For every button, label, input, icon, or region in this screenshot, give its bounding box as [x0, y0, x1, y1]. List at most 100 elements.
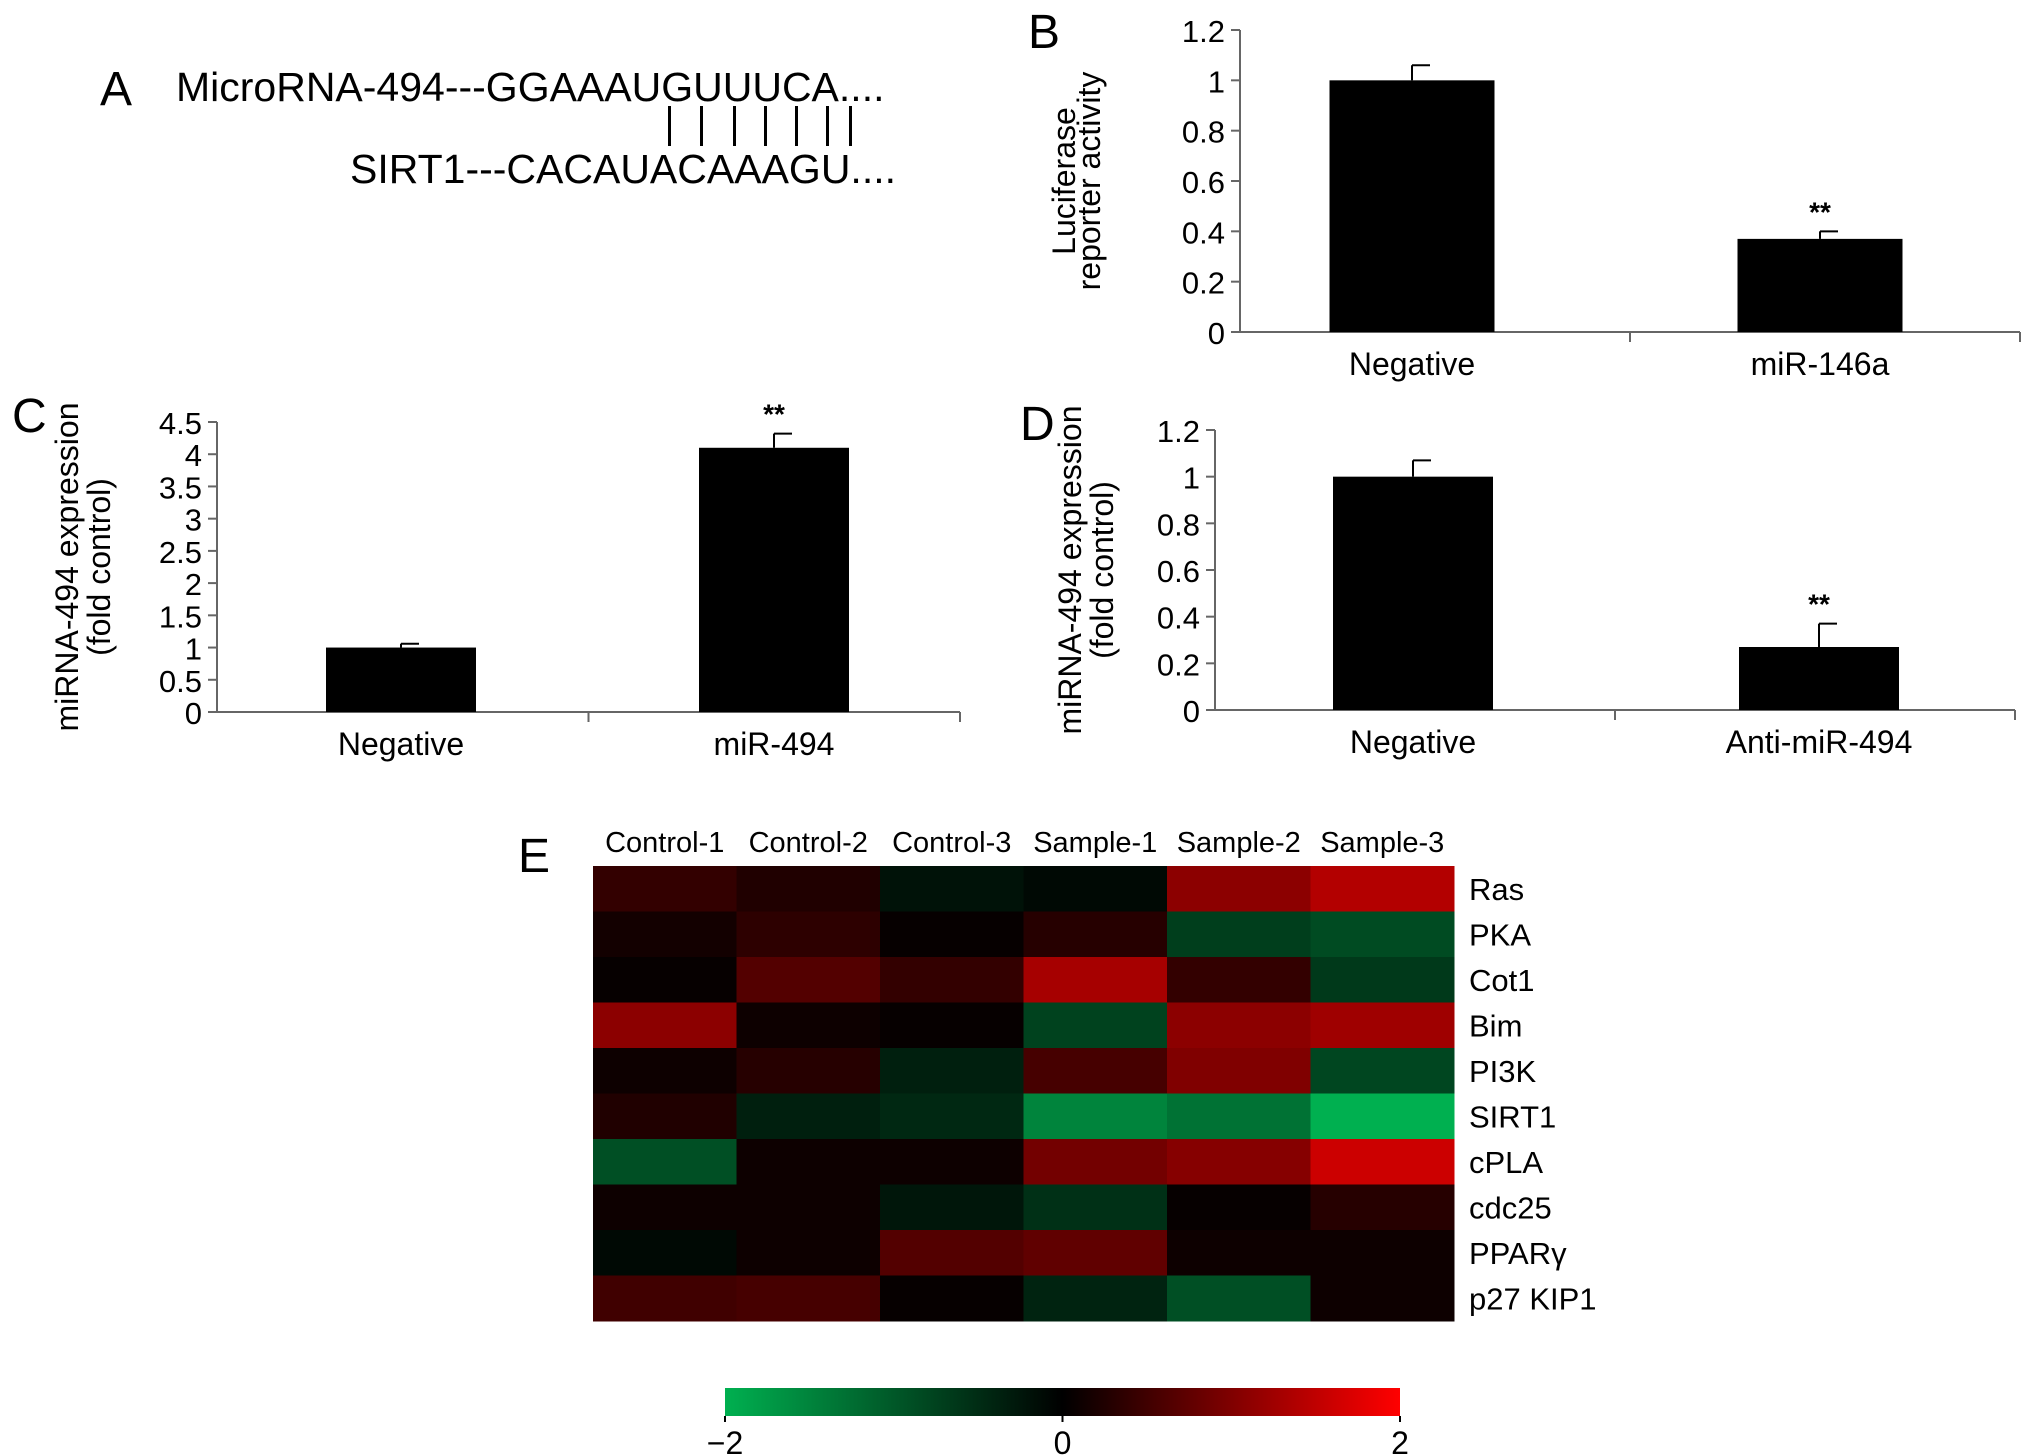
heatmap-cell [1310, 1093, 1455, 1140]
heatmap-cell [736, 1184, 881, 1231]
y-axis-label: reporter activity [1071, 72, 1107, 291]
heatmap-cell [1023, 1002, 1168, 1049]
y-axis-label: miRNA-494 expression [1052, 405, 1088, 734]
heatmap-cell [880, 1184, 1024, 1231]
heatmap-column-label: Control-3 [892, 827, 1011, 859]
heatmap-cell [1167, 1093, 1311, 1140]
heatmap-cell [880, 957, 1024, 1003]
heatmap-cell [1167, 866, 1311, 912]
y-axis-label: Luciferase [1046, 107, 1082, 255]
heatmap-cell [1167, 957, 1311, 1003]
heatmap-cell [880, 1048, 1024, 1094]
heatmap-cell [736, 866, 881, 912]
heatmap-row-label: p27 KIP1 [1469, 1281, 1597, 1316]
y-tick-label: 0 [1183, 694, 1200, 729]
heatmap-cell [1167, 1139, 1311, 1185]
y-tick-label: 0.4 [1182, 215, 1225, 250]
colorbar-tick-label: −2 [707, 1425, 743, 1455]
heatmap-cell [880, 1275, 1024, 1322]
base-pair-line [764, 106, 767, 146]
heatmap-row-label: cPLA [1469, 1145, 1543, 1180]
significance-marker: ** [1809, 196, 1831, 227]
heatmap-cell [736, 1048, 881, 1094]
significance-marker: ** [1808, 589, 1830, 620]
heatmap-row-label: PPARγ [1469, 1236, 1567, 1271]
heatmap-cell [736, 1093, 881, 1140]
heatmap-cell [1023, 1139, 1168, 1185]
heatmap-column-label: Control-2 [749, 827, 868, 859]
base-pair-line [700, 106, 703, 146]
heatmap-cell [880, 866, 1024, 912]
y-tick-label: 2 [185, 567, 202, 602]
heatmap-cell [593, 1002, 737, 1049]
heatmap-cell [1167, 1184, 1311, 1231]
colorbar-tick-label: 2 [1391, 1425, 1409, 1455]
heatmap-cell [1310, 1184, 1455, 1231]
panel-letter-d: D [1020, 398, 1055, 451]
heatmap-cell [1310, 1139, 1455, 1185]
base-pair-line [849, 106, 852, 146]
y-tick-label: 1 [185, 632, 202, 667]
heatmap-cell [880, 1093, 1024, 1140]
y-tick-label: 0.5 [159, 664, 202, 699]
heatmap-cell [1023, 1275, 1168, 1322]
x-tick-label: Negative [1349, 346, 1475, 382]
y-tick-label: 0.6 [1157, 554, 1200, 589]
bar-negative [1333, 476, 1493, 710]
heatmap-cell [736, 957, 881, 1003]
base-pair-line [795, 106, 798, 146]
heatmap-column-label: Sample-2 [1177, 827, 1301, 859]
heatmap-column-label: Sample-3 [1320, 827, 1444, 859]
heatmap-cell [593, 1184, 737, 1231]
heatmap-cell [593, 1275, 737, 1322]
bar-anti-mir-494 [1739, 647, 1899, 710]
y-axis-label: miRNA-494 expression [49, 402, 85, 731]
x-tick-label: miR-146a [1751, 346, 1890, 382]
heatmap-cell [593, 1093, 737, 1140]
y-tick-label: 0.2 [1182, 266, 1225, 301]
heatmap-cell [593, 911, 737, 958]
y-tick-label: 1 [1208, 64, 1225, 99]
y-tick-label: 0.2 [1157, 647, 1200, 682]
heatmap-cell [1310, 866, 1455, 912]
heatmap-cell [736, 911, 881, 958]
bar-negative [1329, 80, 1495, 332]
y-tick-label: 1.5 [159, 599, 202, 634]
panel-letter-e: E [518, 830, 550, 883]
heatmap-cell [880, 1230, 1024, 1276]
heatmap-cell [1023, 1184, 1168, 1231]
y-tick-label: 0.8 [1157, 507, 1200, 542]
heatmap-cell [1023, 1048, 1168, 1094]
panel-letter-a: A [100, 63, 133, 116]
heatmap-cell [1023, 911, 1168, 958]
y-axis-label: (fold control) [81, 478, 117, 656]
x-tick-label: miR-494 [714, 726, 835, 762]
x-tick-label: Anti-miR-494 [1726, 724, 1913, 760]
heatmap-row-label: PKA [1469, 917, 1531, 952]
heatmap-row-label: SIRT1 [1469, 1099, 1556, 1134]
heatmap-cell [1167, 1002, 1311, 1049]
heatmap-cell [1310, 1275, 1455, 1322]
y-tick-label: 1.2 [1182, 14, 1225, 49]
heatmap-cell [736, 1139, 881, 1185]
y-tick-label: 3 [185, 503, 202, 538]
heatmap-row-label: Ras [1469, 872, 1524, 907]
heatmap-cell [1023, 1093, 1168, 1140]
heatmap-cell [880, 1002, 1024, 1049]
heatmap-cell [1023, 957, 1168, 1003]
heatmap-cell [1310, 957, 1455, 1003]
base-pair-line [733, 106, 736, 146]
panel-letter-c: C [12, 390, 47, 443]
heatmap-cell [1310, 911, 1455, 958]
colorbar-tick-label: 0 [1054, 1425, 1072, 1455]
colorbar [725, 1388, 1400, 1416]
sirt1-target-sequence: SIRT1---CACAUACAAAGU.... [350, 146, 896, 192]
y-tick-label: 0.6 [1182, 165, 1225, 200]
heatmap-row-label: Bim [1469, 1008, 1522, 1043]
heatmap-cell [593, 1139, 737, 1185]
y-tick-label: 0 [1208, 316, 1225, 351]
y-tick-label: 0.4 [1157, 601, 1200, 636]
heatmap-cell [1310, 1230, 1455, 1276]
significance-marker: ** [763, 399, 785, 430]
